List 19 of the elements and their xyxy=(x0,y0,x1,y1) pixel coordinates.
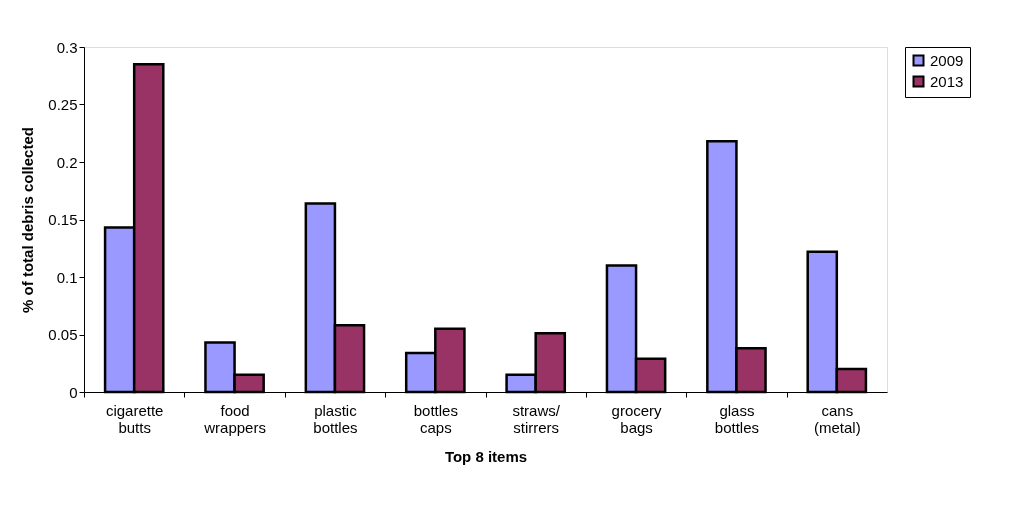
x-tick-label: bottles caps xyxy=(413,401,458,436)
y-axis-title: % of total debris collected xyxy=(19,127,37,313)
x-axis-title: Top 8 items xyxy=(444,447,528,465)
y-tick-label: 0.3 xyxy=(56,38,78,56)
x-tick-label: food wrappers xyxy=(203,401,266,436)
legend-label: 2013 xyxy=(930,72,964,90)
y-tick-label: 0.15 xyxy=(48,211,78,228)
y-tick-label: 0.1 xyxy=(56,268,78,286)
x-tick-label: grocery bags xyxy=(611,401,663,436)
legend-label: 2009 xyxy=(930,51,964,69)
x-tick-label: plastic bottles xyxy=(313,401,358,436)
x-tick-label: glass bottles xyxy=(714,401,760,436)
x-tick-label: cans (metal) xyxy=(813,401,861,436)
x-tick-label: cigarette butts xyxy=(105,401,164,436)
x-tick-label: straws/ stirrers xyxy=(512,401,561,436)
y-tick-label: 0 xyxy=(69,383,78,401)
y-tick-label: 0.2 xyxy=(56,153,78,171)
y-tick-label: 0.25 xyxy=(48,96,78,113)
y-tick-label: 0.05 xyxy=(48,326,78,343)
